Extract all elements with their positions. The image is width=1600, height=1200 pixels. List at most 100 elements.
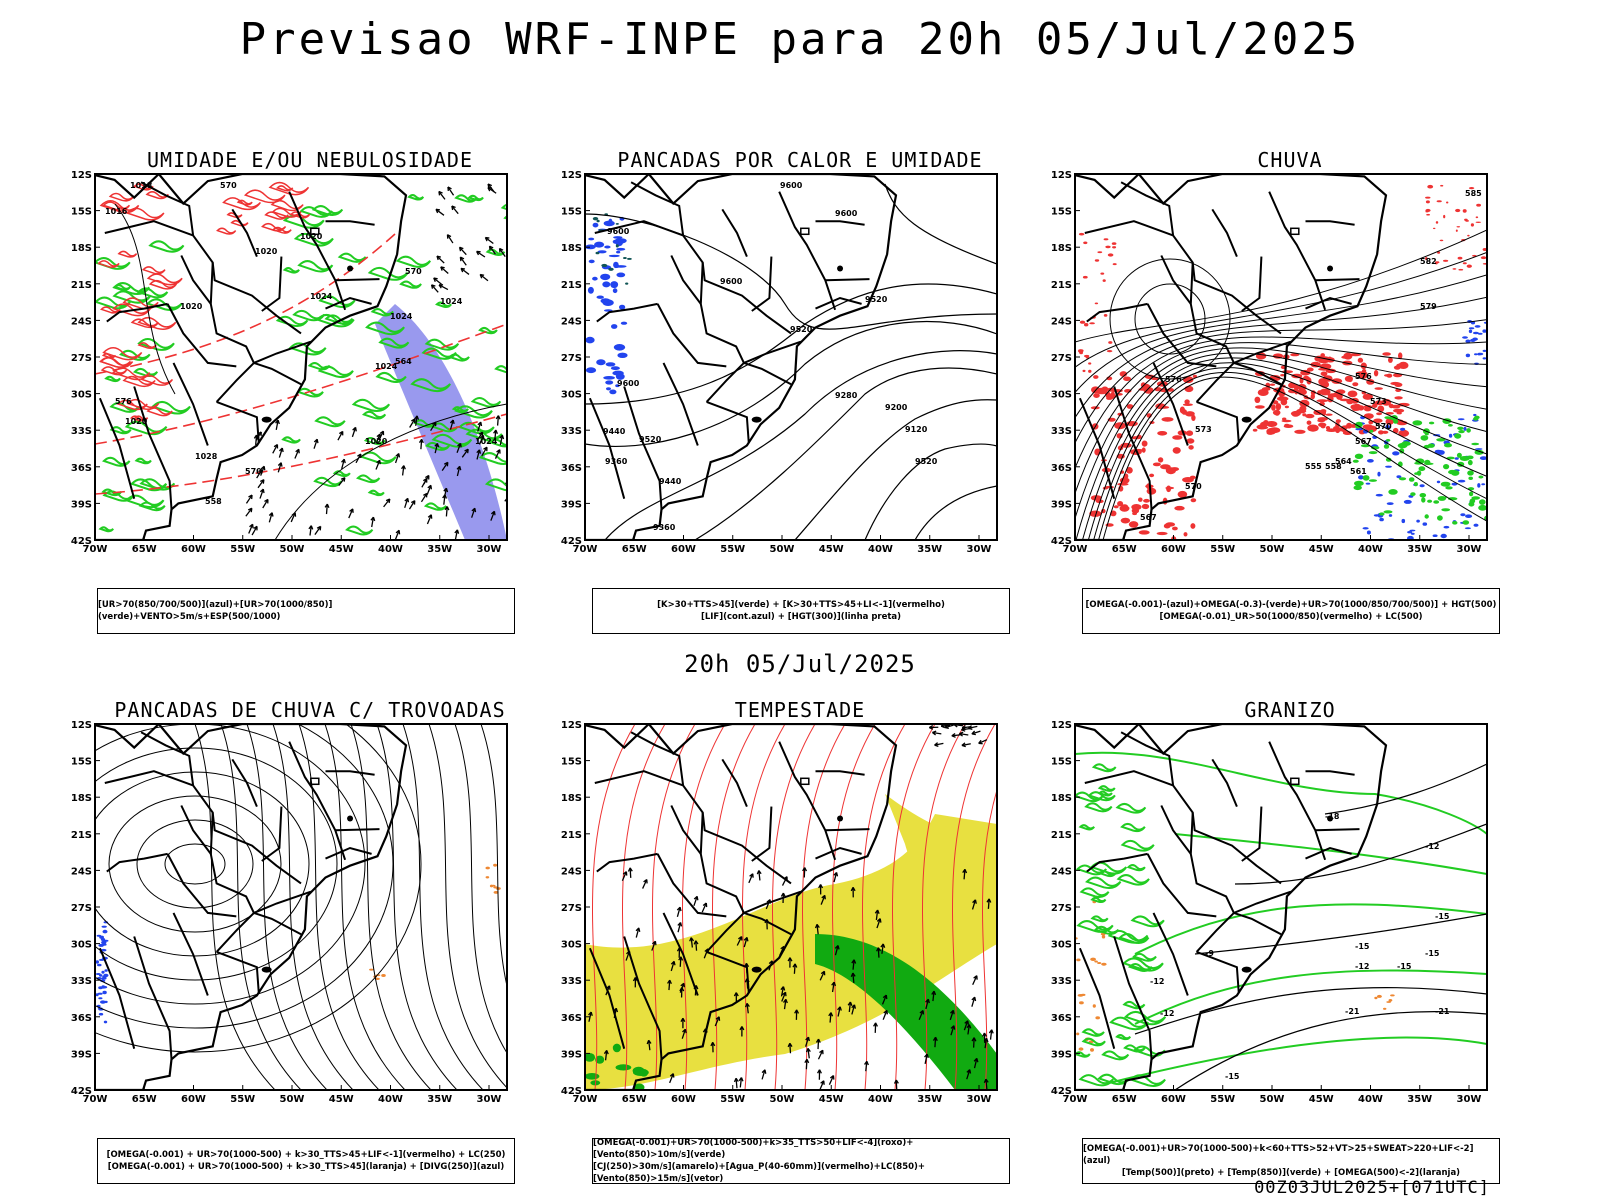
- rain-area: [1384, 374, 1391, 377]
- instability-area: [585, 244, 596, 250]
- wind-vector-head: [385, 498, 391, 504]
- lat-label: 36S: [561, 1013, 582, 1024]
- rain-area: [1467, 234, 1470, 237]
- temp-500-contour: [1174, 1010, 1487, 1090]
- wind-vector: [262, 499, 269, 509]
- rain-area: [1390, 381, 1401, 386]
- temp-500-contour: [1324, 763, 1487, 815]
- wind-vector-head: [476, 449, 482, 454]
- omega-area: [1464, 527, 1471, 530]
- rain-area: [1374, 400, 1385, 406]
- omega-area: [1422, 522, 1428, 526]
- rain-area: [1352, 382, 1359, 387]
- contour-label: 9360: [653, 523, 676, 532]
- rain-area: [1310, 393, 1315, 400]
- rain-area: [1280, 374, 1285, 377]
- state-border: [1146, 303, 1217, 368]
- rain-area: [1110, 391, 1115, 398]
- wind-vector-head: [459, 256, 465, 262]
- legend-box: [UR>70(850/700/500)](azul)+[UR>70(1000/8…: [97, 588, 515, 634]
- rain-area: [1347, 390, 1358, 398]
- wind-vector-head: [484, 236, 490, 242]
- omega-strong-area: [1478, 504, 1487, 511]
- temp-850-contour: [1126, 864, 1146, 872]
- state-border: [1305, 220, 1355, 226]
- state-border: [623, 386, 663, 510]
- lat-label: 15S: [561, 207, 582, 218]
- wind-vector-head: [496, 449, 501, 454]
- temp-850-contour: [1123, 1010, 1167, 1026]
- omega-area: [1454, 457, 1459, 460]
- humidity-low-contour: [361, 410, 387, 420]
- rain-area: [1103, 314, 1108, 317]
- omega-strong-area: [1383, 510, 1393, 514]
- state-border: [261, 256, 283, 312]
- divergence-area: [98, 943, 104, 947]
- legend-line: [OMEGA(-0.01)_UR>50(1000/850)(vermelho) …: [1159, 612, 1423, 622]
- lat-label: 12S: [71, 720, 92, 731]
- low-center-contour: [1109, 258, 1231, 380]
- wind-vector-head: [340, 477, 346, 482]
- omega-area: [1366, 530, 1371, 535]
- instability-core: [615, 244, 619, 248]
- omega-area: [1432, 534, 1438, 537]
- omega-area: [1400, 427, 1406, 431]
- omega-area: [1407, 535, 1414, 540]
- wind-vector-head: [971, 996, 977, 1002]
- lon-label: 40W: [378, 1094, 403, 1105]
- state-border: [216, 400, 260, 444]
- state-border: [1315, 828, 1360, 832]
- lon-label: 50W: [280, 1094, 305, 1105]
- streamline-850: [982, 788, 997, 1090]
- rain-area: [1096, 387, 1108, 395]
- wind-vector-head: [588, 1011, 593, 1017]
- humidity-low-contour: [410, 378, 451, 393]
- wind-vector: [968, 725, 978, 729]
- jet-stream-area: [585, 814, 997, 1090]
- thickness-contour: [215, 227, 237, 235]
- state-border: [588, 947, 626, 1049]
- rain-area: [1382, 352, 1391, 356]
- legend-line: [OMEGA(-0.001)+UR>70(1000-500)+k<60+TTS>…: [1083, 1144, 1474, 1166]
- state-border: [133, 936, 173, 1060]
- omega-strong-area: [1456, 452, 1462, 458]
- wind-vector-head: [932, 730, 937, 736]
- humidity-low-contour: [134, 457, 152, 465]
- state-border: [335, 828, 380, 832]
- wind-vector-head: [693, 895, 699, 901]
- instability-area: [588, 259, 595, 264]
- rain-area: [1120, 517, 1131, 524]
- omega-strong-area: [1473, 417, 1479, 421]
- rain-area: [1300, 369, 1311, 376]
- streamline: [402, 724, 484, 1090]
- rain-area: [1475, 216, 1479, 219]
- wind-vector-head: [834, 945, 840, 950]
- rain-area: [1161, 417, 1174, 422]
- temp-850-contour: [1122, 1000, 1146, 1010]
- wind-vector: [255, 434, 258, 446]
- wind-vector-head: [458, 246, 464, 252]
- lon-label: 45W: [329, 1094, 354, 1105]
- wind-vector: [454, 529, 459, 540]
- lon-label: 55W: [720, 544, 745, 555]
- contour-label: 9200: [885, 403, 908, 412]
- omega-area: [1470, 338, 1476, 342]
- coastline: [95, 724, 408, 1090]
- wind-vector-head: [971, 730, 976, 736]
- contour-label: 558: [1325, 462, 1342, 471]
- humidity-low-contour: [375, 372, 407, 383]
- omega-strong-area: [1368, 479, 1377, 482]
- wind-vector-head: [932, 1036, 938, 1042]
- geopotential-contour: [585, 283, 997, 405]
- state-border: [1315, 278, 1360, 282]
- wind-vector: [882, 1010, 888, 1020]
- divergence-area: [98, 958, 105, 961]
- wind-vector: [950, 1025, 955, 1036]
- lat-label: 30S: [561, 940, 582, 951]
- lat-label: 30S: [71, 390, 92, 401]
- wind-vector-head: [880, 943, 886, 948]
- contour-label: 561: [1350, 467, 1367, 476]
- panel-umidade: UMIDADE E/OU NEBULOSIDADE 1018 1016 570 102…: [45, 148, 575, 638]
- wind-vector-head: [837, 1006, 842, 1011]
- wind-vector-head: [820, 1080, 825, 1085]
